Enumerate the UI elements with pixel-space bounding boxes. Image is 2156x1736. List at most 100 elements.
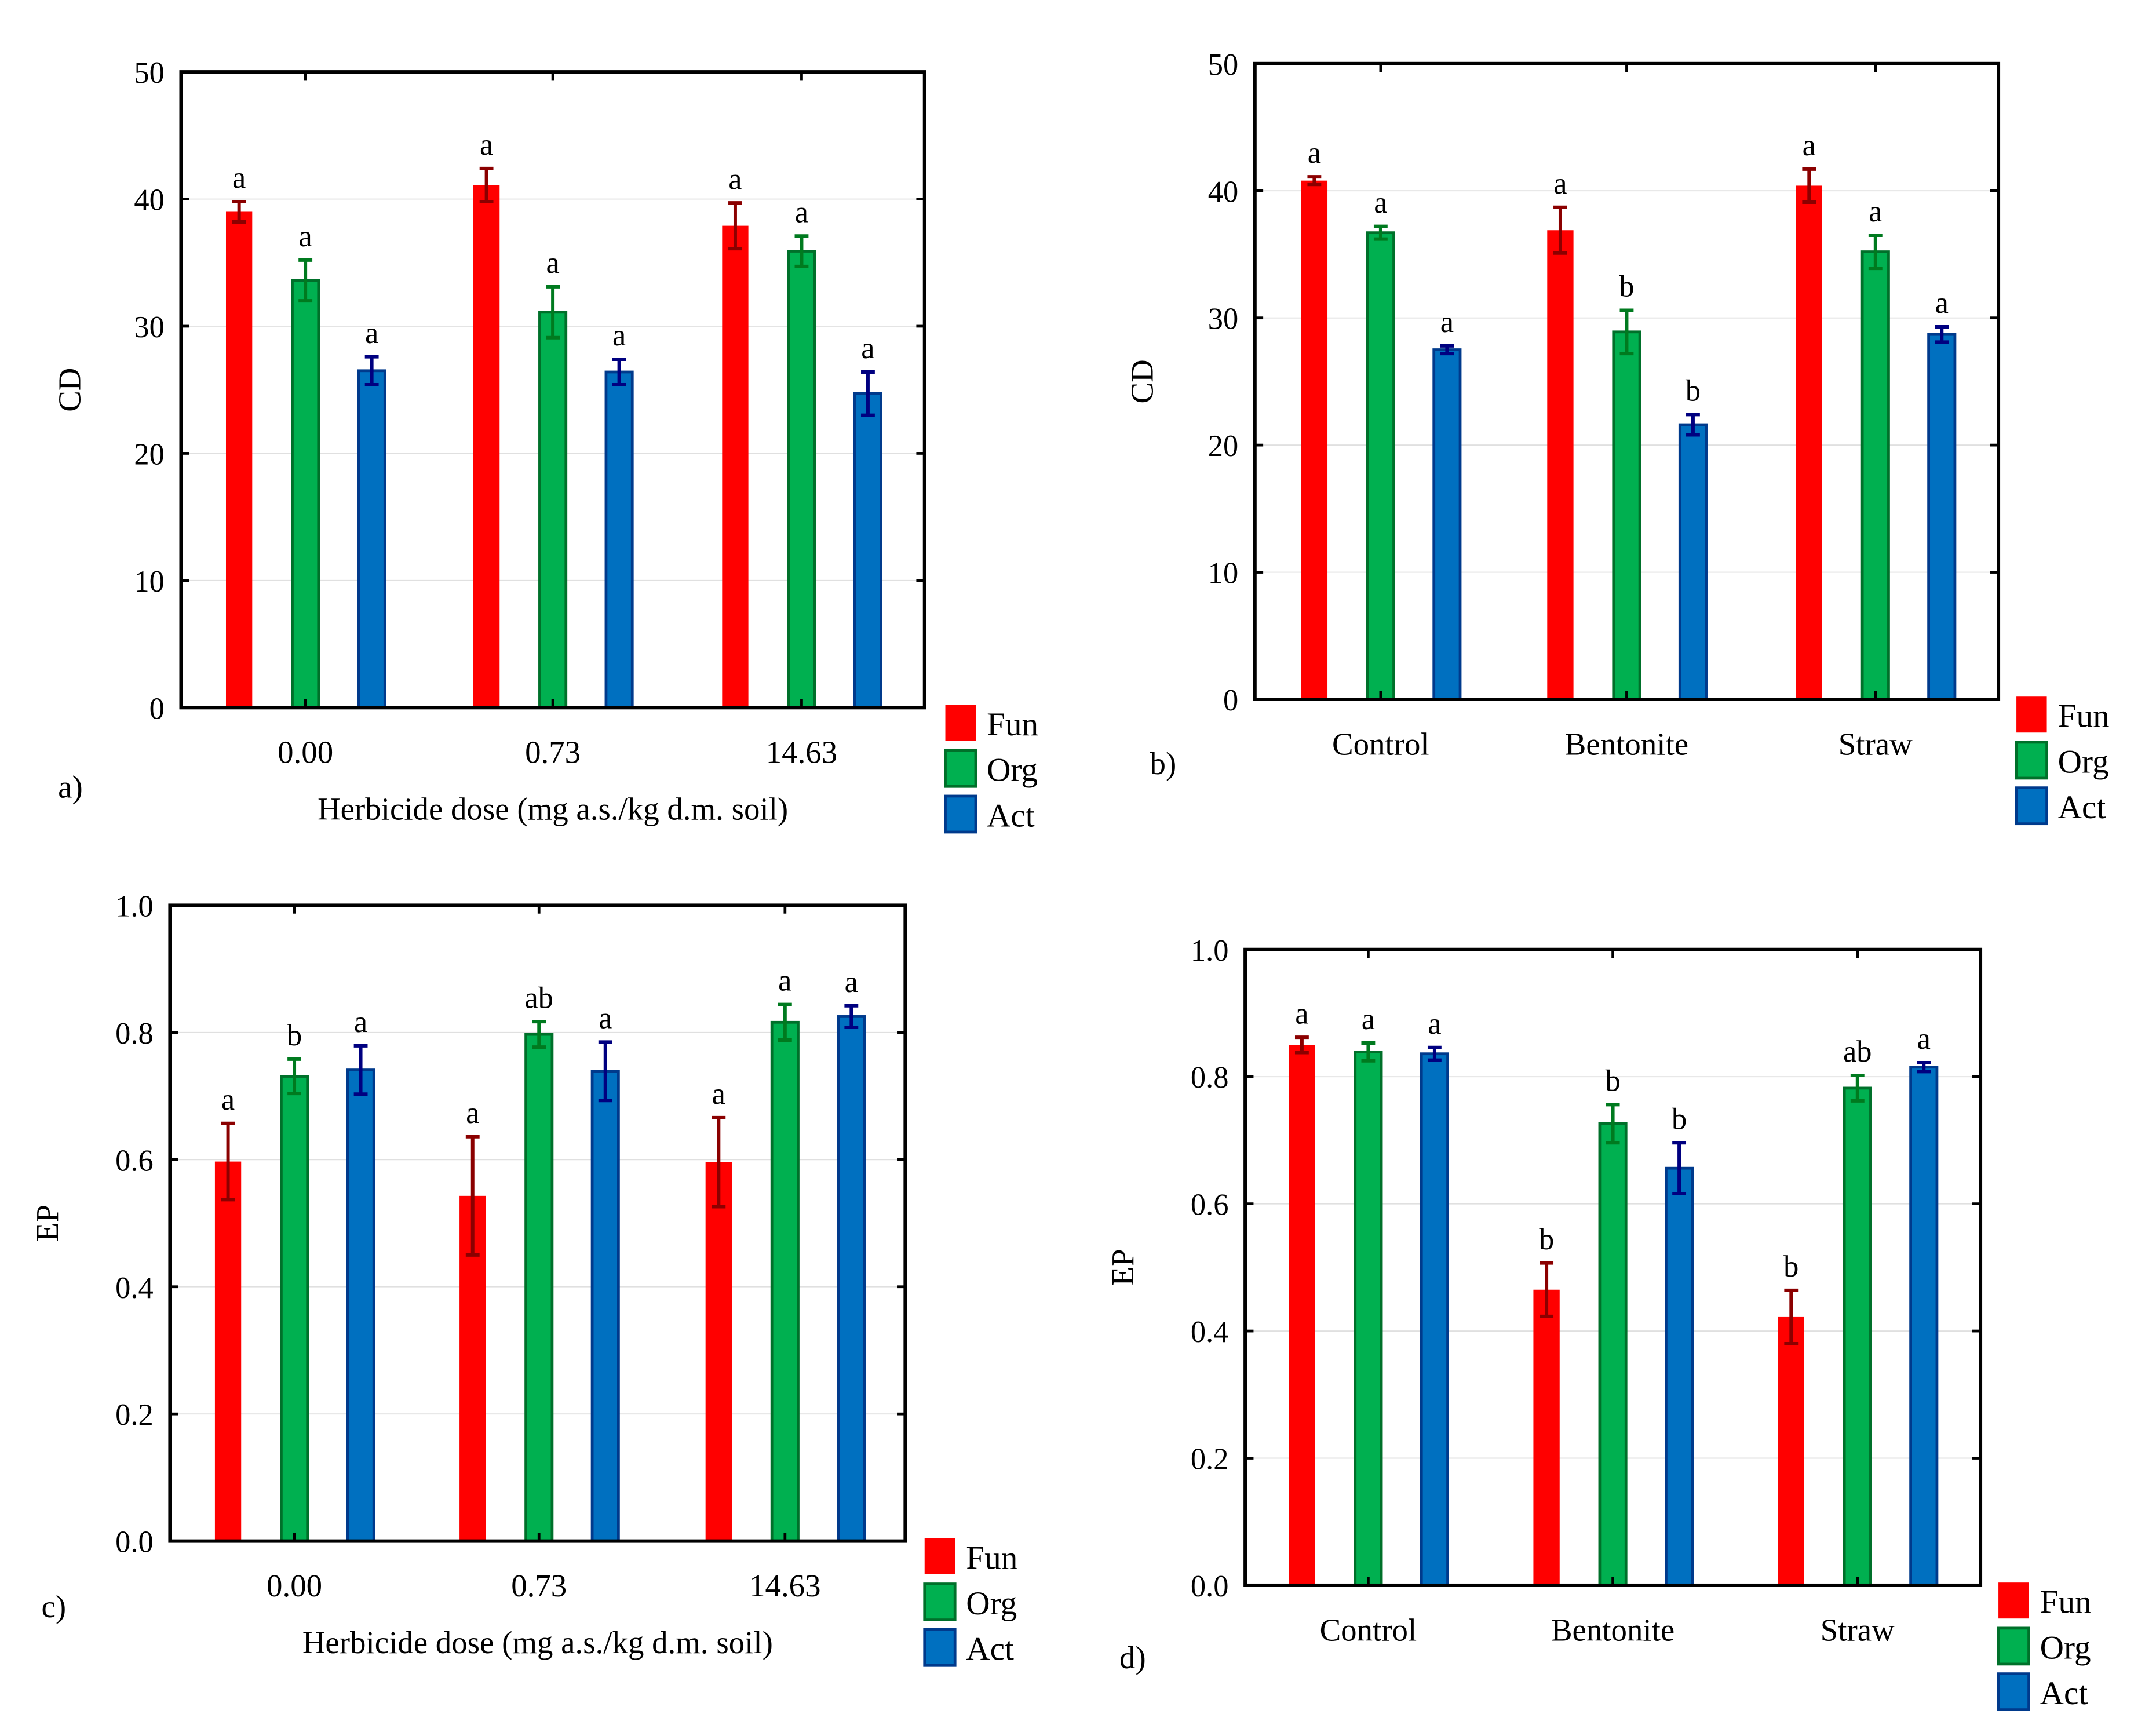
x-tick-label: Control (1332, 726, 1429, 761)
x-tick-label: Bentonite (1551, 1612, 1675, 1647)
x-tick-label: 0.73 (511, 1568, 567, 1603)
bar-org (787, 250, 816, 709)
y-axis-title: EP (30, 1205, 65, 1242)
bar-act (1665, 1166, 1694, 1587)
x-tick-label: 0.73 (525, 735, 581, 770)
y-tick-label: 0.2 (1191, 1443, 1229, 1476)
significance-letter: a (861, 331, 874, 365)
significance-letter: a (1553, 167, 1567, 200)
chart-panel-a: 0 10 20 30 40 50 a a a a a a a a a 0.00 0.73 14.63 Herbici… (52, 56, 1038, 834)
significance-letter: a (546, 246, 559, 280)
bar-act (1432, 348, 1462, 701)
x-tick-label: Bentonite (1565, 726, 1688, 761)
y-tick-label: 0.4 (1191, 1315, 1229, 1349)
significance-letter: a (1374, 186, 1387, 220)
significance-letter: ab (1843, 1035, 1872, 1068)
significance-letter: a (1440, 305, 1454, 339)
significance-letter: a (778, 964, 791, 998)
significance-letter: b (1619, 270, 1634, 304)
significance-letter: a (728, 162, 742, 196)
bar-act (357, 369, 386, 709)
legend-label-org: Org (2040, 1629, 2091, 1666)
significance-letter: a (599, 1001, 612, 1035)
legend-label-act: Act (966, 1631, 1014, 1668)
significance-letter: a (795, 195, 808, 229)
legend-swatch-org (1997, 1626, 2030, 1666)
significance-letter: b (1686, 374, 1701, 408)
y-tick-label: 10 (134, 565, 164, 599)
significance-letter: a (712, 1077, 725, 1111)
significance-letter: a (1935, 286, 1949, 320)
x-tick-label: Straw (1821, 1612, 1895, 1647)
legend-swatch-fun (924, 1538, 955, 1574)
bar-org (1598, 1122, 1628, 1587)
legend-swatch-act (923, 1628, 957, 1667)
bar-fun (1533, 1289, 1560, 1585)
bar-act (604, 370, 634, 709)
y-tick-label: 30 (134, 311, 164, 344)
bar-org (1843, 1086, 1872, 1587)
y-tick-label: 0.0 (1191, 1570, 1229, 1603)
y-tick-label: 0.0 (115, 1526, 154, 1559)
panel-label: d) (1119, 1640, 1146, 1675)
x-axis-title: Herbicide dose (mg a.s./kg d.m. soil) (302, 1625, 773, 1660)
legend-swatch-act (2015, 786, 2048, 826)
y-tick-label: 50 (1208, 48, 1238, 82)
significance-letter: a (845, 965, 858, 999)
significance-letter: a (466, 1096, 479, 1130)
bar-fun (1301, 180, 1328, 699)
bar-fun (705, 1162, 732, 1541)
legend-swatch-org (2015, 741, 2048, 780)
y-tick-label: 0.2 (115, 1398, 154, 1432)
x-tick-label: Straw (1838, 726, 1913, 761)
bar-act (853, 392, 882, 709)
legend: Fun Org Act (944, 705, 1038, 834)
significance-letter: b (287, 1019, 302, 1052)
bar-act (837, 1015, 866, 1543)
legend-swatch-fun (945, 705, 976, 741)
bar-org (291, 279, 320, 709)
legend-swatch-fun (2016, 696, 2047, 733)
legend-swatch-act (1997, 1672, 2030, 1712)
significance-letter: a (1308, 136, 1321, 170)
bar-fun (1289, 1045, 1315, 1585)
significance-letter: b (1539, 1223, 1554, 1256)
significance-letter: a (232, 161, 246, 195)
significance-letter: b (1605, 1064, 1620, 1098)
legend-swatch-fun (1998, 1582, 2029, 1619)
bar-org (1366, 231, 1395, 701)
legend: Fun Org Act (923, 1538, 1017, 1668)
y-tick-label: 0 (1223, 684, 1238, 717)
significance-letter: a (1803, 129, 1816, 162)
y-axis-title: EP (1105, 1249, 1140, 1286)
significance-letter: ab (524, 981, 553, 1015)
significance-letter: b (1783, 1250, 1799, 1283)
y-tick-label: 1.0 (1191, 934, 1229, 968)
y-tick-label: 0.8 (1191, 1061, 1229, 1095)
bar-org (1612, 330, 1641, 701)
bar-org (770, 1020, 800, 1543)
bar-act (590, 1070, 620, 1543)
legend-swatch-org (923, 1582, 957, 1621)
y-axis-title: CD (1124, 359, 1159, 403)
significance-letter: a (221, 1083, 235, 1117)
significance-letter: a (1295, 997, 1308, 1030)
y-tick-label: 20 (1208, 429, 1238, 463)
legend-swatch-act (944, 794, 977, 834)
bar-fun (1778, 1316, 1804, 1585)
y-tick-label: 1.0 (115, 889, 154, 923)
significance-letter: a (365, 316, 378, 350)
significance-letter: a (1917, 1022, 1931, 1056)
y-tick-label: 0.4 (115, 1271, 154, 1305)
legend-swatch-org (944, 749, 977, 788)
legend-label-org: Org (966, 1585, 1017, 1622)
significance-letter: a (480, 128, 493, 162)
panel-label: c) (42, 1589, 67, 1624)
y-tick-label: 40 (134, 184, 164, 217)
legend-label-act: Act (2058, 789, 2106, 826)
bar-fun (473, 185, 500, 708)
legend-label-org: Org (987, 752, 1038, 789)
legend-label-fun: Fun (2058, 698, 2110, 735)
significance-letter: a (354, 1005, 367, 1039)
